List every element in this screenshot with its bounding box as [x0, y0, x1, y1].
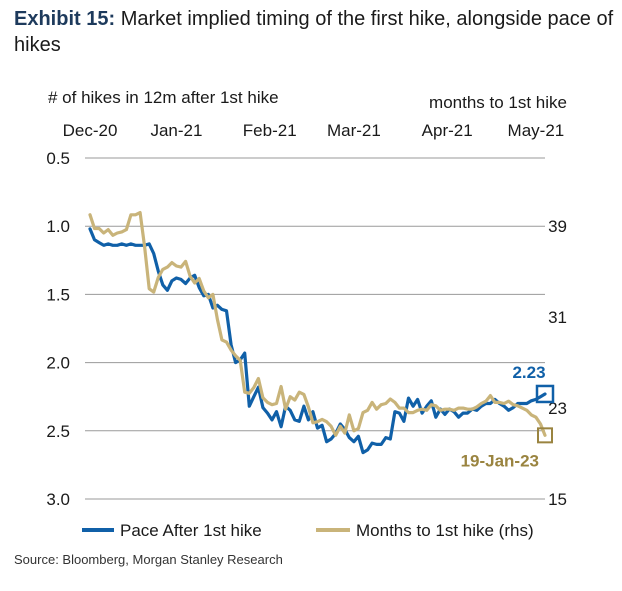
pace-end-label: 2.23 — [512, 363, 545, 382]
right-tick-label: 39 — [548, 217, 567, 236]
pace-end-marker — [535, 384, 555, 404]
right-axis-label: months to 1st hike — [429, 93, 567, 112]
exhibit-label: Exhibit 15: — [14, 8, 116, 30]
x-tick-label: Mar-21 — [327, 121, 381, 140]
chart-title: Exhibit 15: Market implied timing of the… — [14, 6, 614, 58]
left-axis-label: # of hikes in 12m after 1st hike — [48, 88, 279, 107]
series-line-pace — [88, 227, 547, 455]
source-note: Source: Bloomberg, Morgan Stanley Resear… — [14, 552, 283, 567]
right-tick-label: 15 — [548, 490, 567, 509]
legend-label-months: Months to 1st hike (rhs) — [356, 521, 534, 540]
series-line-months — [88, 211, 547, 437]
legend-label-pace: Pace After 1st hike — [120, 521, 262, 540]
x-tick-label: Apr-21 — [422, 121, 473, 140]
left-tick-label: 0.5 — [46, 149, 70, 168]
left-tick-label: 1.5 — [46, 285, 70, 304]
left-tick-label: 3.0 — [46, 490, 70, 509]
right-tick-label: 23 — [548, 399, 567, 418]
months-end-label: 19-Jan-23 — [461, 451, 539, 470]
right-tick-label: 31 — [548, 308, 567, 327]
x-tick-label: Dec-20 — [63, 121, 118, 140]
left-tick-label: 2.0 — [46, 354, 70, 373]
left-tick-label: 1.0 — [46, 217, 70, 236]
x-tick-label: Jan-21 — [150, 121, 202, 140]
x-tick-label: Feb-21 — [243, 121, 297, 140]
left-tick-label: 2.5 — [46, 422, 70, 441]
x-tick-label: May-21 — [508, 121, 565, 140]
months-end-marker — [537, 427, 553, 444]
title-text: Market implied timing of the first hike,… — [14, 8, 614, 56]
